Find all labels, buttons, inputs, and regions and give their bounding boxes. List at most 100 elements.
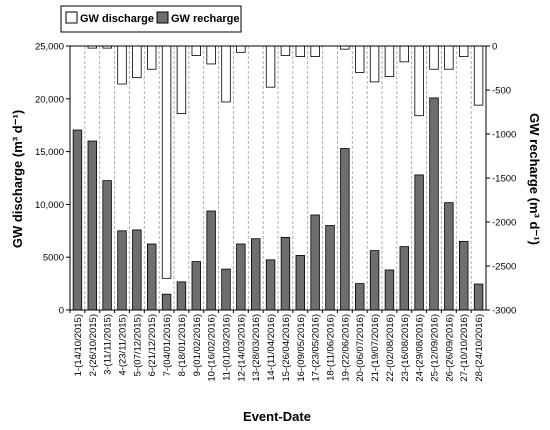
recharge-bar (444, 202, 454, 311)
recharge-bar (340, 148, 350, 311)
left-tick-label: 25,000 (35, 42, 64, 53)
discharge-bar (310, 45, 320, 57)
gridlines (84, 46, 472, 310)
recharge-bar (147, 243, 157, 311)
legend: GW discharge GW recharge (60, 5, 242, 33)
category-label: 10-(16/02/2016) (207, 314, 218, 382)
right-tick-label: -2000 (492, 218, 516, 229)
category-label: 19-(22/06/2016) (340, 314, 351, 382)
category-label: 17-(23/05/2016) (311, 314, 322, 382)
category-label: 1-(14/10/2015) (73, 314, 84, 376)
recharge-bar (310, 214, 320, 311)
recharge-bar (280, 236, 291, 311)
category-label: 12-(14/03/2016) (236, 314, 247, 382)
discharge-bar (236, 45, 246, 53)
discharge-bar (191, 45, 201, 56)
recharge-bar (176, 281, 187, 311)
discharge-bar (414, 45, 424, 117)
category-label: 20-(06/07/2016) (355, 314, 366, 382)
recharge-bar (473, 283, 484, 311)
discharge-bar (473, 45, 484, 106)
category-label: 9-(01/02/2016) (192, 314, 203, 376)
category-label: 3-(11/11/2015) (103, 314, 114, 375)
discharge-bar (161, 45, 172, 279)
left-axis-title: GW discharge (m³ d⁻¹) (10, 110, 25, 248)
recharge-bar (384, 269, 395, 311)
category-label: 11-(01/03/2016) (222, 314, 233, 381)
recharge-bar (295, 255, 305, 311)
left-axis-ticks: 0 5000 10,000 15,000 20,000 25,000 (35, 42, 70, 317)
discharge-bar (265, 45, 276, 88)
category-label: 4-(23/11/2015) (118, 314, 129, 376)
right-tick-label: -1000 (492, 130, 516, 141)
recharge-bar (221, 268, 231, 311)
discharge-bar (206, 45, 216, 65)
left-tick-label: 20,000 (35, 94, 64, 105)
category-label: 2-(26/10/2015) (88, 314, 99, 376)
category-label: 8-(18/01/2016) (177, 314, 188, 376)
recharge-bar (102, 180, 112, 311)
recharge-bar (251, 238, 261, 311)
legend-label-recharge: GW recharge (171, 13, 239, 25)
discharge-bar (147, 45, 157, 70)
category-label: 21-(19/07/2016) (370, 314, 381, 382)
x-axis-title: Event-Date (243, 409, 311, 424)
legend-swatch-recharge (156, 11, 169, 24)
right-tick-label: -2500 (492, 262, 516, 273)
discharge-bar (369, 45, 380, 83)
legend-swatch-discharge (65, 11, 78, 24)
category-label: 27-(10/10/2016) (459, 314, 470, 382)
category-label: 25-(12/09/2016) (430, 314, 441, 382)
right-tick-label: -1500 (492, 174, 516, 185)
discharge-bar (355, 45, 365, 73)
recharge-bar (414, 174, 424, 311)
right-tick-label: -500 (492, 86, 511, 97)
recharge-bar (206, 210, 216, 311)
discharge-bars (87, 45, 484, 279)
right-tick-label: 0 (492, 42, 497, 53)
category-label: 28-(24/10/2016) (474, 314, 485, 382)
discharge-bar (429, 45, 439, 70)
category-label: 23-(16/08/2016) (400, 314, 411, 382)
recharge-bar (236, 243, 246, 311)
recharge-bar (355, 283, 365, 311)
category-label: 5-(07/12/2015) (132, 314, 143, 376)
recharge-bar (459, 240, 469, 311)
category-label: 7-(04/01/2016) (162, 314, 173, 376)
recharge-bar (369, 250, 380, 311)
category-label: 6-(21/12/2015) (147, 314, 158, 376)
recharge-bar (72, 129, 83, 311)
legend-box (60, 5, 242, 33)
recharge-bar (429, 97, 439, 311)
recharge-bar (399, 246, 409, 311)
discharge-bar (295, 45, 305, 57)
category-label: 13-(28/03/2016) (251, 314, 262, 382)
discharge-bar (399, 45, 409, 63)
recharge-bar (191, 261, 201, 311)
recharge-bar (161, 293, 172, 311)
discharge-bar (444, 45, 454, 70)
left-tick-label: 15,000 (35, 147, 64, 158)
discharge-bar (117, 45, 127, 85)
left-tick-label: 10,000 (35, 200, 64, 211)
recharge-bar (87, 140, 97, 311)
category-label: 16-(09/05/2016) (296, 314, 307, 382)
category-labels: 1-(14/10/2015) 2-(26/10/2015) 3-(11/11/201… (69, 310, 485, 382)
discharge-bar (384, 45, 395, 78)
category-label: 18-(11/06/2016) (326, 314, 337, 381)
category-label: 26-(26/09/2016) (444, 314, 455, 382)
right-tick-label: -3000 (492, 306, 516, 317)
recharge-bar (132, 229, 142, 311)
left-tick-label: 5000 (43, 253, 64, 264)
left-tick-label: 0 (59, 306, 64, 317)
category-label: 15-(26/04/2016) (281, 314, 292, 382)
right-axis-title: GW recharge (m³ d⁻¹) (527, 113, 542, 245)
legend-label-discharge: GW discharge (80, 13, 154, 25)
recharge-bar (325, 225, 335, 311)
discharge-bar (459, 45, 469, 57)
recharge-bar (117, 230, 127, 311)
discharge-bar (280, 45, 291, 56)
category-label: 22-(02/08/2016) (385, 314, 396, 382)
recharge-bar (265, 259, 276, 311)
